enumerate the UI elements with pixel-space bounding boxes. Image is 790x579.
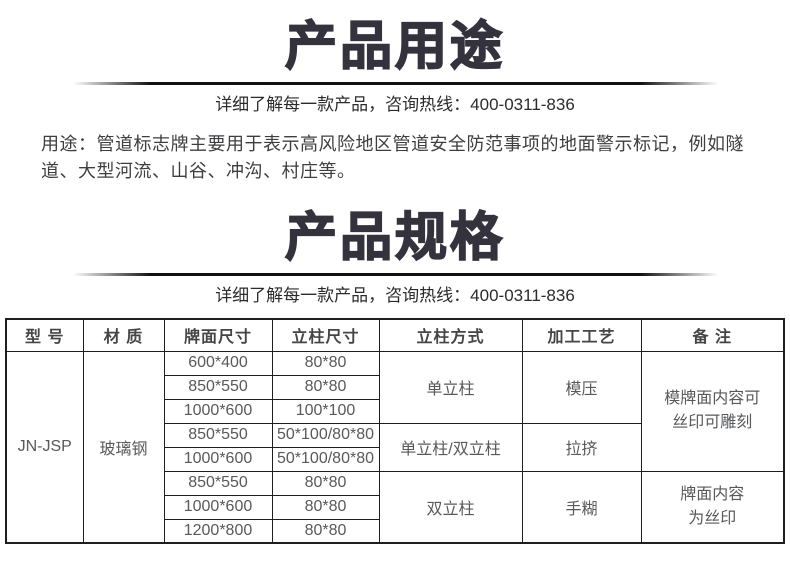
spec-table-header: 型 号 材 质 牌面尺寸 立柱尺寸 立柱方式 加工工艺 备 注 xyxy=(5,318,785,352)
usage-description-paragraph: 用途：管道标志牌主要用于表示高风险地区管道安全防范事项的地面警示标记，例如隧道、… xyxy=(41,134,744,181)
post-size-cell: 100*100 xyxy=(271,398,380,424)
table-row: JN-JSP 玻璃钢 600*400 80*80 单立柱 模压 模牌面内容可 丝… xyxy=(5,350,785,544)
post-mode-cell: 单立柱 xyxy=(378,350,523,424)
plate-size-cell: 1200*800 xyxy=(163,518,273,544)
table-row: 850*550 50*100/80*80 单立柱/双立柱 拉挤 xyxy=(6,422,784,472)
post-size-cell: 80*80 xyxy=(271,374,380,400)
model-cell: JN-JSP xyxy=(5,350,84,544)
table-row: 850*550 80*80 双立柱 手糊 牌面内容 为丝印 xyxy=(6,470,785,544)
post-mode-cell: 单立柱/双立柱 xyxy=(378,422,523,472)
specs-divider-line xyxy=(72,273,718,276)
usage-section: 产品用途 详细了解每一款产品，咨询热线：400-0311-836 用途：管道标志… xyxy=(0,18,790,185)
header-process: 加工工艺 xyxy=(521,318,642,352)
plate-size-cell: 850*550 xyxy=(163,422,273,448)
header-note: 备 注 xyxy=(640,318,785,352)
process-cell: 拉挤 xyxy=(521,422,642,472)
note-cell: 牌面内容 为丝印 xyxy=(640,470,785,544)
post-size-cell: 50*100/80*80 xyxy=(271,422,380,448)
usage-divider-line xyxy=(72,82,718,85)
material-cell: 玻璃钢 xyxy=(82,350,165,544)
plate-size-cell: 850*550 xyxy=(163,470,273,496)
table-row: 1000*600 80*80 xyxy=(6,494,784,520)
table-row: 1000*600 100*100 xyxy=(6,398,784,424)
spec-table-body: JN-JSP 玻璃钢 600*400 80*80 单立柱 模压 模牌面内容可 丝… xyxy=(5,350,785,544)
post-size-cell: 80*80 xyxy=(271,518,380,544)
table-row: 1200*800 80*80 xyxy=(6,518,784,544)
post-size-cell: 50*100/80*80 xyxy=(271,446,380,472)
specs-section: 产品规格 详细了解每一款产品，咨询热线：400-0311-836 型 号 材 质… xyxy=(0,209,790,544)
usage-hotline-text: 详细了解每一款产品，咨询热线：400-0311-836 xyxy=(215,95,575,114)
plate-size-cell: 1000*600 xyxy=(163,494,273,520)
plate-size-cell: 1000*600 xyxy=(163,398,273,424)
process-cell: 模压 xyxy=(521,350,642,424)
specs-section-title: 产品规格 xyxy=(284,209,505,267)
post-size-cell: 80*80 xyxy=(271,494,380,520)
header-model: 型 号 xyxy=(5,318,84,352)
process-cell: 手糊 xyxy=(521,470,642,544)
header-material: 材 质 xyxy=(82,318,165,352)
plate-size-cell: 1000*600 xyxy=(163,446,273,472)
header-row: 型 号 材 质 牌面尺寸 立柱尺寸 立柱方式 加工工艺 备 注 xyxy=(5,318,785,352)
post-size-cell: 80*80 xyxy=(271,350,380,376)
post-size-cell: 80*80 xyxy=(271,470,380,496)
specs-hotline-text: 详细了解每一款产品，咨询热线：400-0311-836 xyxy=(215,286,575,305)
table-row: 850*550 80*80 xyxy=(6,374,784,400)
plate-size-cell: 850*550 xyxy=(163,374,273,400)
usage-section-title: 产品用途 xyxy=(284,18,505,76)
table-row: 1000*600 50*100/80*80 xyxy=(6,446,784,472)
header-post-mode: 立柱方式 xyxy=(378,318,523,352)
spec-table: 型 号 材 质 牌面尺寸 立柱尺寸 立柱方式 加工工艺 备 注 JN-JSP 玻… xyxy=(5,318,785,544)
plate-size-cell: 600*400 xyxy=(163,350,273,376)
header-post-size: 立柱尺寸 xyxy=(271,318,380,352)
note-cell: 模牌面内容可 丝印可雕刻 xyxy=(640,350,785,472)
post-mode-cell: 双立柱 xyxy=(378,470,523,544)
header-plate-size: 牌面尺寸 xyxy=(163,318,273,352)
